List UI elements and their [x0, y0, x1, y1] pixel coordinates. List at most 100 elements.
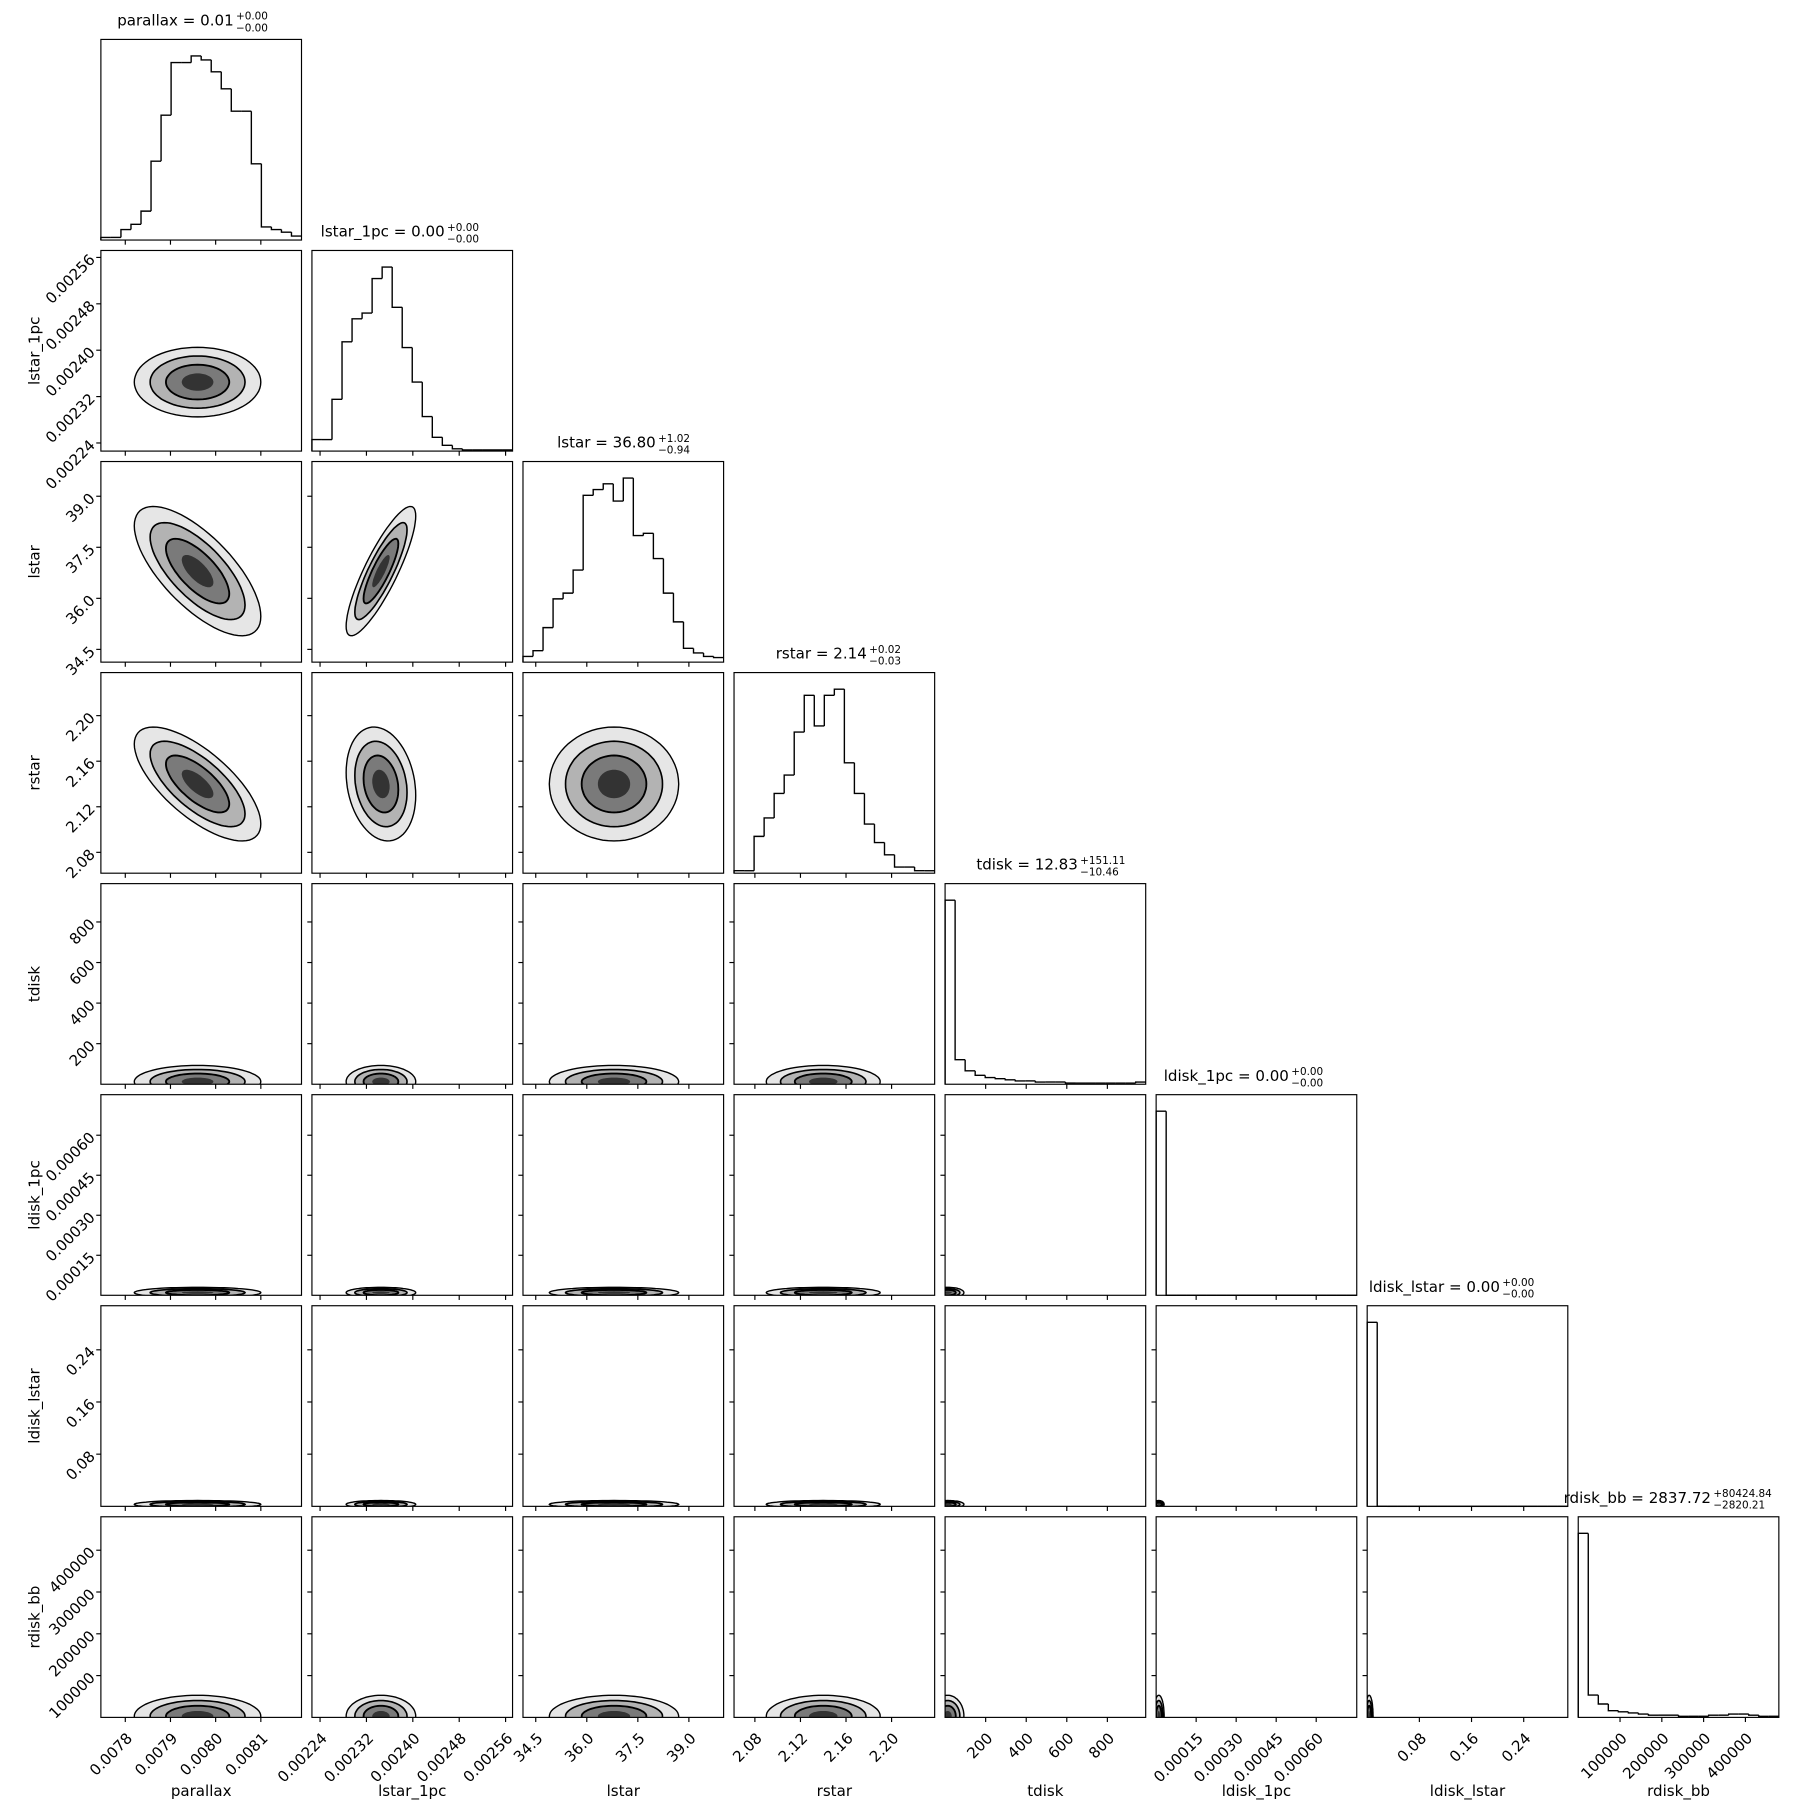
density — [945, 1694, 965, 1718]
histogram-step — [763, 817, 775, 837]
x-axis-label: rdisk_bb — [1647, 1782, 1710, 1801]
y-tick-label: 2.16 — [62, 754, 98, 790]
density — [133, 1286, 262, 1296]
histogram-step — [1637, 1712, 1649, 1715]
contour — [808, 1077, 838, 1085]
histogram-step — [562, 592, 574, 599]
contour — [945, 1711, 952, 1718]
panel-title: tdisk = 12.83 — [976, 856, 1078, 874]
panel-frame — [100, 460, 303, 663]
x-axis-label: rstar — [817, 1782, 853, 1800]
x-tick-label: 0.00240 — [367, 1729, 424, 1786]
histogram-step — [632, 478, 644, 537]
contour — [181, 769, 214, 799]
histogram-step — [883, 842, 895, 856]
histogram-step — [1366, 1321, 1378, 1507]
histogram-step — [220, 71, 232, 90]
y-axis-label: lstar_1pc — [25, 317, 44, 385]
histogram-step — [451, 445, 463, 450]
y-axis-label: ldisk_1pc — [25, 1160, 44, 1229]
histogram-step — [974, 1070, 986, 1077]
histogram-step — [672, 593, 684, 623]
histogram-step — [311, 438, 322, 452]
histogram-step — [140, 210, 152, 225]
histogram-step — [652, 533, 664, 560]
panel-title: ldisk_1pc = 0.00 — [1164, 1067, 1289, 1086]
x-tick-label: 800 — [1085, 1729, 1118, 1762]
histogram-step — [1597, 1695, 1609, 1705]
histogram-step — [592, 488, 604, 496]
histogram-step — [1707, 1714, 1719, 1717]
panel-frame — [1366, 1516, 1569, 1718]
y-axis-label: ldisk_lstar — [25, 1368, 44, 1444]
contour — [945, 1291, 952, 1294]
histogram-step — [622, 477, 634, 502]
contour — [372, 1291, 390, 1294]
panel-frame — [311, 1094, 514, 1296]
density — [133, 1499, 262, 1507]
histogram-step — [461, 448, 473, 451]
histogram-step — [1607, 1704, 1619, 1712]
histogram-step — [833, 688, 845, 696]
histogram-step — [853, 762, 865, 795]
histogram-step — [602, 483, 614, 490]
histogram-step — [522, 655, 534, 663]
histogram-step — [793, 731, 805, 776]
contour — [181, 554, 214, 588]
density — [345, 1694, 417, 1718]
histogram-step — [582, 494, 594, 571]
y-tick-label: 0.24 — [62, 1343, 98, 1379]
contour — [1157, 1711, 1161, 1718]
contour — [597, 1077, 631, 1085]
density — [133, 505, 262, 637]
y-tick-label: 2.20 — [62, 709, 98, 745]
y-tick-label: 2.12 — [62, 800, 98, 836]
contour — [181, 1503, 214, 1506]
y-axis-label: lstar — [25, 544, 43, 578]
x-tick-label: 37.5 — [612, 1729, 648, 1765]
contour — [808, 1503, 838, 1506]
panel-frame — [944, 1516, 1147, 1718]
histogram-step — [682, 621, 694, 650]
density — [133, 1064, 262, 1085]
density — [765, 1064, 881, 1085]
panel-title: parallax = 0.01 — [117, 12, 233, 30]
panel-frame — [100, 1516, 303, 1718]
panel-title: rdisk_bb = 2837.72 — [1564, 1489, 1711, 1508]
histogram-step — [994, 1077, 1006, 1080]
x-axis-label: tdisk — [1027, 1782, 1063, 1800]
x-tick-label: 400 — [1004, 1729, 1037, 1762]
histogram-step — [401, 307, 413, 349]
histogram-step — [813, 695, 825, 727]
title-plus: +0.00 — [1291, 1066, 1323, 1078]
panel-frame — [733, 1305, 936, 1507]
density — [765, 1286, 881, 1296]
x-tick-label: 2.12 — [775, 1729, 811, 1765]
contour — [808, 1291, 838, 1294]
density — [945, 1286, 965, 1296]
density — [548, 1286, 680, 1296]
panel-frame — [522, 1094, 725, 1296]
histogram-step — [431, 416, 443, 438]
density — [345, 1499, 417, 1507]
panel-frame — [944, 883, 1147, 1085]
y-axis-label: rdisk_bb — [25, 1586, 44, 1649]
density — [345, 505, 417, 637]
density — [133, 1694, 262, 1718]
panel-frame — [100, 1094, 303, 1296]
y-tick-label: 0.08 — [62, 1447, 98, 1483]
x-tick-label: 0.00232 — [320, 1729, 377, 1786]
contour — [181, 1077, 214, 1085]
histogram-step — [1034, 1080, 1046, 1083]
histogram-step — [823, 694, 835, 726]
panel-frame — [311, 1305, 514, 1507]
x-axis-label: lstar_1pc — [378, 1782, 446, 1801]
x-axis-label: ldisk_1pc — [1222, 1782, 1291, 1801]
title-plus: +80424.84 — [1713, 1488, 1772, 1500]
title-minus: −0.00 — [447, 233, 479, 245]
histogram-step — [1617, 1710, 1629, 1713]
x-tick-label: 0.00224 — [274, 1729, 331, 1786]
histogram-step — [361, 312, 373, 319]
histogram-step — [753, 835, 765, 871]
density — [133, 726, 262, 842]
